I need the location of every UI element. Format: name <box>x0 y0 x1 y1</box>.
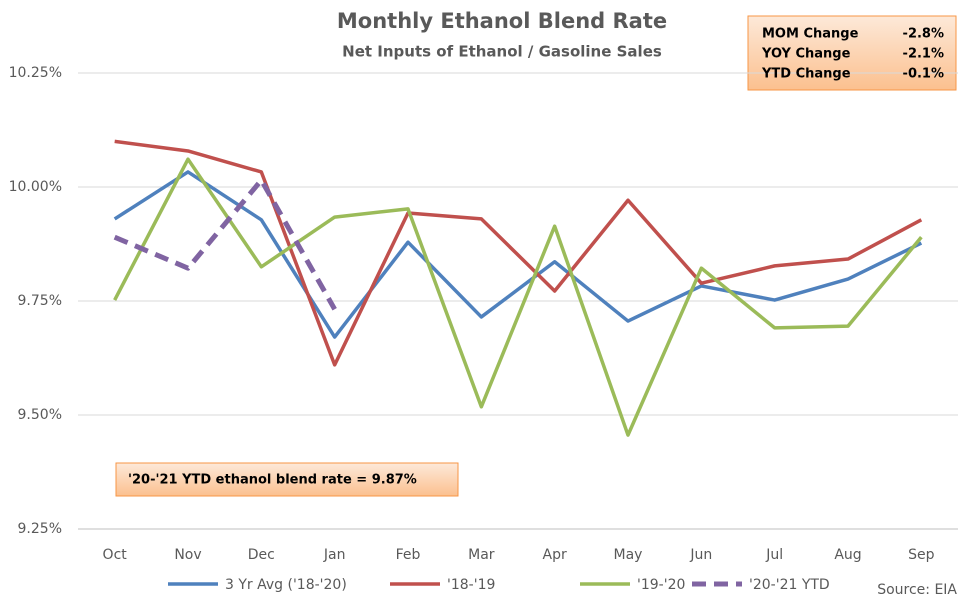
series-line <box>114 139 923 367</box>
legend-label: 3 Yr Avg ('18-'20) <box>225 577 347 593</box>
info-value: -2.8% <box>903 27 944 42</box>
info-value: -2.1% <box>903 47 944 62</box>
series-line <box>113 157 923 437</box>
info-label: YOY Change <box>761 47 851 62</box>
series-line <box>113 170 923 339</box>
x-tick-label: Dec <box>248 547 275 563</box>
x-tick-label: Mar <box>468 547 495 563</box>
info-box <box>747 15 957 91</box>
series-line <box>113 177 337 311</box>
y-tick-label: 10.25% <box>9 65 62 81</box>
annotation: '20-'21 YTD ethanol blend rate = 9.87% <box>128 473 417 488</box>
info-label: MOM Change <box>762 27 859 42</box>
x-tick-label: Apr <box>543 547 567 563</box>
x-tick-label: Feb <box>396 547 421 563</box>
info-label: YTD Change <box>761 67 851 82</box>
info-value: -0.1% <box>903 67 944 82</box>
x-tick-label: May <box>614 547 643 563</box>
y-tick-label: 9.75% <box>18 293 62 309</box>
chart-title: Monthly Ethanol Blend Rate <box>337 9 667 33</box>
legend-label: '19-'20 <box>637 577 685 593</box>
x-tick-label: Oct <box>103 547 128 563</box>
x-tick-label: Aug <box>834 547 861 563</box>
annotation-box <box>115 462 459 497</box>
x-tick-label: Sep <box>908 547 935 563</box>
legend-label: '20-'21 YTD <box>749 577 830 593</box>
y-tick-label: 10.00% <box>9 179 62 195</box>
x-tick-label: Jul <box>765 547 783 563</box>
x-tick-label: Jun <box>689 547 712 563</box>
source: Source: EIA <box>877 582 957 598</box>
legend-label: '18-'19 <box>447 577 495 593</box>
chart-subtitle: Net Inputs of Ethanol / Gasoline Sales <box>342 43 662 61</box>
y-tick-label: 9.25% <box>18 521 62 537</box>
x-tick-label: Jan <box>323 547 346 563</box>
y-tick-label: 9.50% <box>18 407 62 423</box>
x-tick-label: Nov <box>174 547 201 563</box>
